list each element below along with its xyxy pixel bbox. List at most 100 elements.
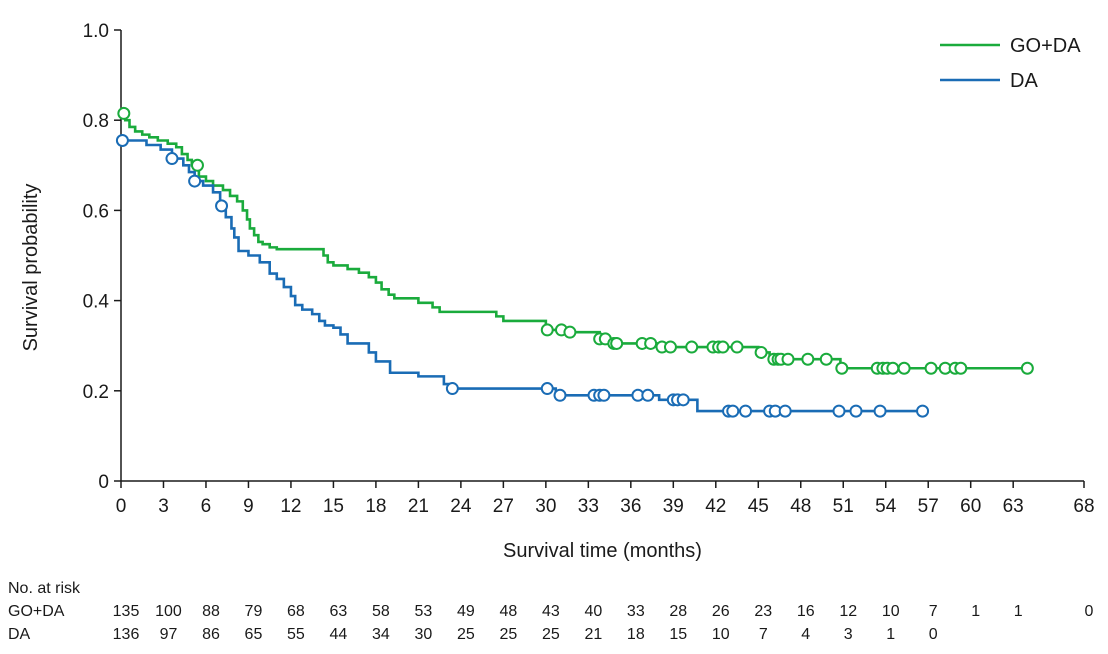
risk-value: 21 <box>584 626 602 643</box>
x-tick-label: 21 <box>408 496 429 517</box>
y-tick-label: 0.8 <box>83 111 109 132</box>
censor-mark-da <box>849 404 863 418</box>
x-tick-label: 48 <box>790 496 811 517</box>
censor-mark-go-da <box>610 336 624 350</box>
risk-value: 7 <box>759 626 768 643</box>
censor-mark-da <box>726 404 740 418</box>
censor-mark-da <box>916 404 930 418</box>
risk-row-label: DA <box>8 626 31 643</box>
risk-value: 88 <box>202 603 220 620</box>
series-line-go-da <box>121 112 1028 370</box>
legend: GO+DA DA <box>940 35 1081 92</box>
x-tick-label: 9 <box>243 496 254 517</box>
risk-value: 135 <box>113 603 140 620</box>
censor-mark-go-da <box>117 106 131 120</box>
y-tick-label: 0.4 <box>83 292 110 313</box>
x-tick-label: 51 <box>833 496 854 517</box>
censor-mark-go-da <box>819 352 833 366</box>
censor-mark-da <box>553 388 567 402</box>
x-tick-label: 45 <box>748 496 769 517</box>
x-tick-label: 30 <box>535 496 556 517</box>
axes: 00.20.40.60.81.00 3 6 9 12 15 18 21 24 27 30 33 36 39… <box>83 21 1095 517</box>
censor-mark-da <box>597 388 611 402</box>
risk-value: 1 <box>1014 603 1023 620</box>
risk-value: 55 <box>287 626 305 643</box>
y-axis-title: Survival probability <box>20 184 42 352</box>
censor-mark-go-da <box>730 340 744 354</box>
risk-value: 68 <box>287 603 305 620</box>
x-tick-label: 3 <box>158 496 169 517</box>
censor-mark-go-da <box>1020 361 1034 375</box>
censor-mark-go-da <box>801 352 815 366</box>
risk-value: 0 <box>929 626 938 643</box>
x-axis-title: Survival time (months) <box>503 540 702 562</box>
censor-mark-da <box>115 133 129 147</box>
x-tick-label: 0 <box>116 496 127 517</box>
censor-mark-da <box>215 199 229 213</box>
risk-value: 79 <box>245 603 263 620</box>
x-tick-label: 63 <box>1003 496 1024 517</box>
risk-value: 4 <box>801 626 810 643</box>
risk-value: 1 <box>971 603 980 620</box>
x-tick-label: 33 <box>578 496 599 517</box>
censor-mark-go-da <box>644 336 658 350</box>
legend-label-da: DA <box>1010 70 1038 92</box>
x-tick-label: 15 <box>323 496 344 517</box>
risk-value: 0 <box>1085 603 1094 620</box>
censor-mark-go-da <box>924 361 938 375</box>
x-tick-label: 54 <box>875 496 897 517</box>
risk-value: 58 <box>372 603 390 620</box>
censor-mark-da <box>778 404 792 418</box>
risk-value: 43 <box>542 603 560 620</box>
risk-value: 33 <box>627 603 645 620</box>
censor-mark-go-da <box>663 340 677 354</box>
risk-row-label: GO+DA <box>8 603 65 620</box>
risk-value: 25 <box>542 626 560 643</box>
censor-mark-da <box>873 404 887 418</box>
series-layer <box>115 106 1034 418</box>
censor-mark-da <box>739 404 753 418</box>
risk-value: 26 <box>712 603 730 620</box>
censor-mark-go-da <box>754 345 768 359</box>
x-tick-label: 12 <box>280 496 301 517</box>
risk-value: 7 <box>929 603 938 620</box>
x-tick-label: 18 <box>365 496 386 517</box>
censor-mark-go-da <box>897 361 911 375</box>
risk-value: 34 <box>372 626 390 643</box>
x-tick-label: 60 <box>960 496 981 517</box>
risk-value: 53 <box>414 603 432 620</box>
censor-mark-da <box>676 393 690 407</box>
series-line-da <box>121 139 926 413</box>
x-tick-label: 57 <box>918 496 939 517</box>
risk-value: 25 <box>499 626 517 643</box>
risk-value: 100 <box>155 603 182 620</box>
risk-value: 1 <box>886 626 895 643</box>
censor-mark-go-da <box>716 340 730 354</box>
x-tick-label: 42 <box>705 496 726 517</box>
risk-value: 48 <box>499 603 517 620</box>
y-tick-label: 0.2 <box>83 382 109 403</box>
risk-value: 10 <box>712 626 730 643</box>
risk-value: 86 <box>202 626 220 643</box>
risk-value: 40 <box>584 603 602 620</box>
censor-mark-go-da <box>781 352 795 366</box>
x-tick-label: 24 <box>450 496 472 517</box>
censor-mark-go-da <box>954 361 968 375</box>
y-tick-label: 0.6 <box>83 201 109 222</box>
risk-table-title: No. at risk <box>8 580 81 597</box>
censor-mark-da <box>188 174 202 188</box>
censor-mark-da <box>165 152 179 166</box>
risk-value: 25 <box>457 626 475 643</box>
x-tick-label: 36 <box>620 496 641 517</box>
x-tick-label: 6 <box>201 496 212 517</box>
risk-value: 18 <box>627 626 645 643</box>
x-tick-label: 39 <box>663 496 684 517</box>
x-tick-label: 27 <box>493 496 514 517</box>
x-tick-label: 68 <box>1073 496 1094 517</box>
risk-value: 15 <box>669 626 687 643</box>
censor-mark-go-da <box>685 340 699 354</box>
legend-label-go-da: GO+DA <box>1010 35 1081 57</box>
y-tick-label: 0 <box>98 472 109 493</box>
